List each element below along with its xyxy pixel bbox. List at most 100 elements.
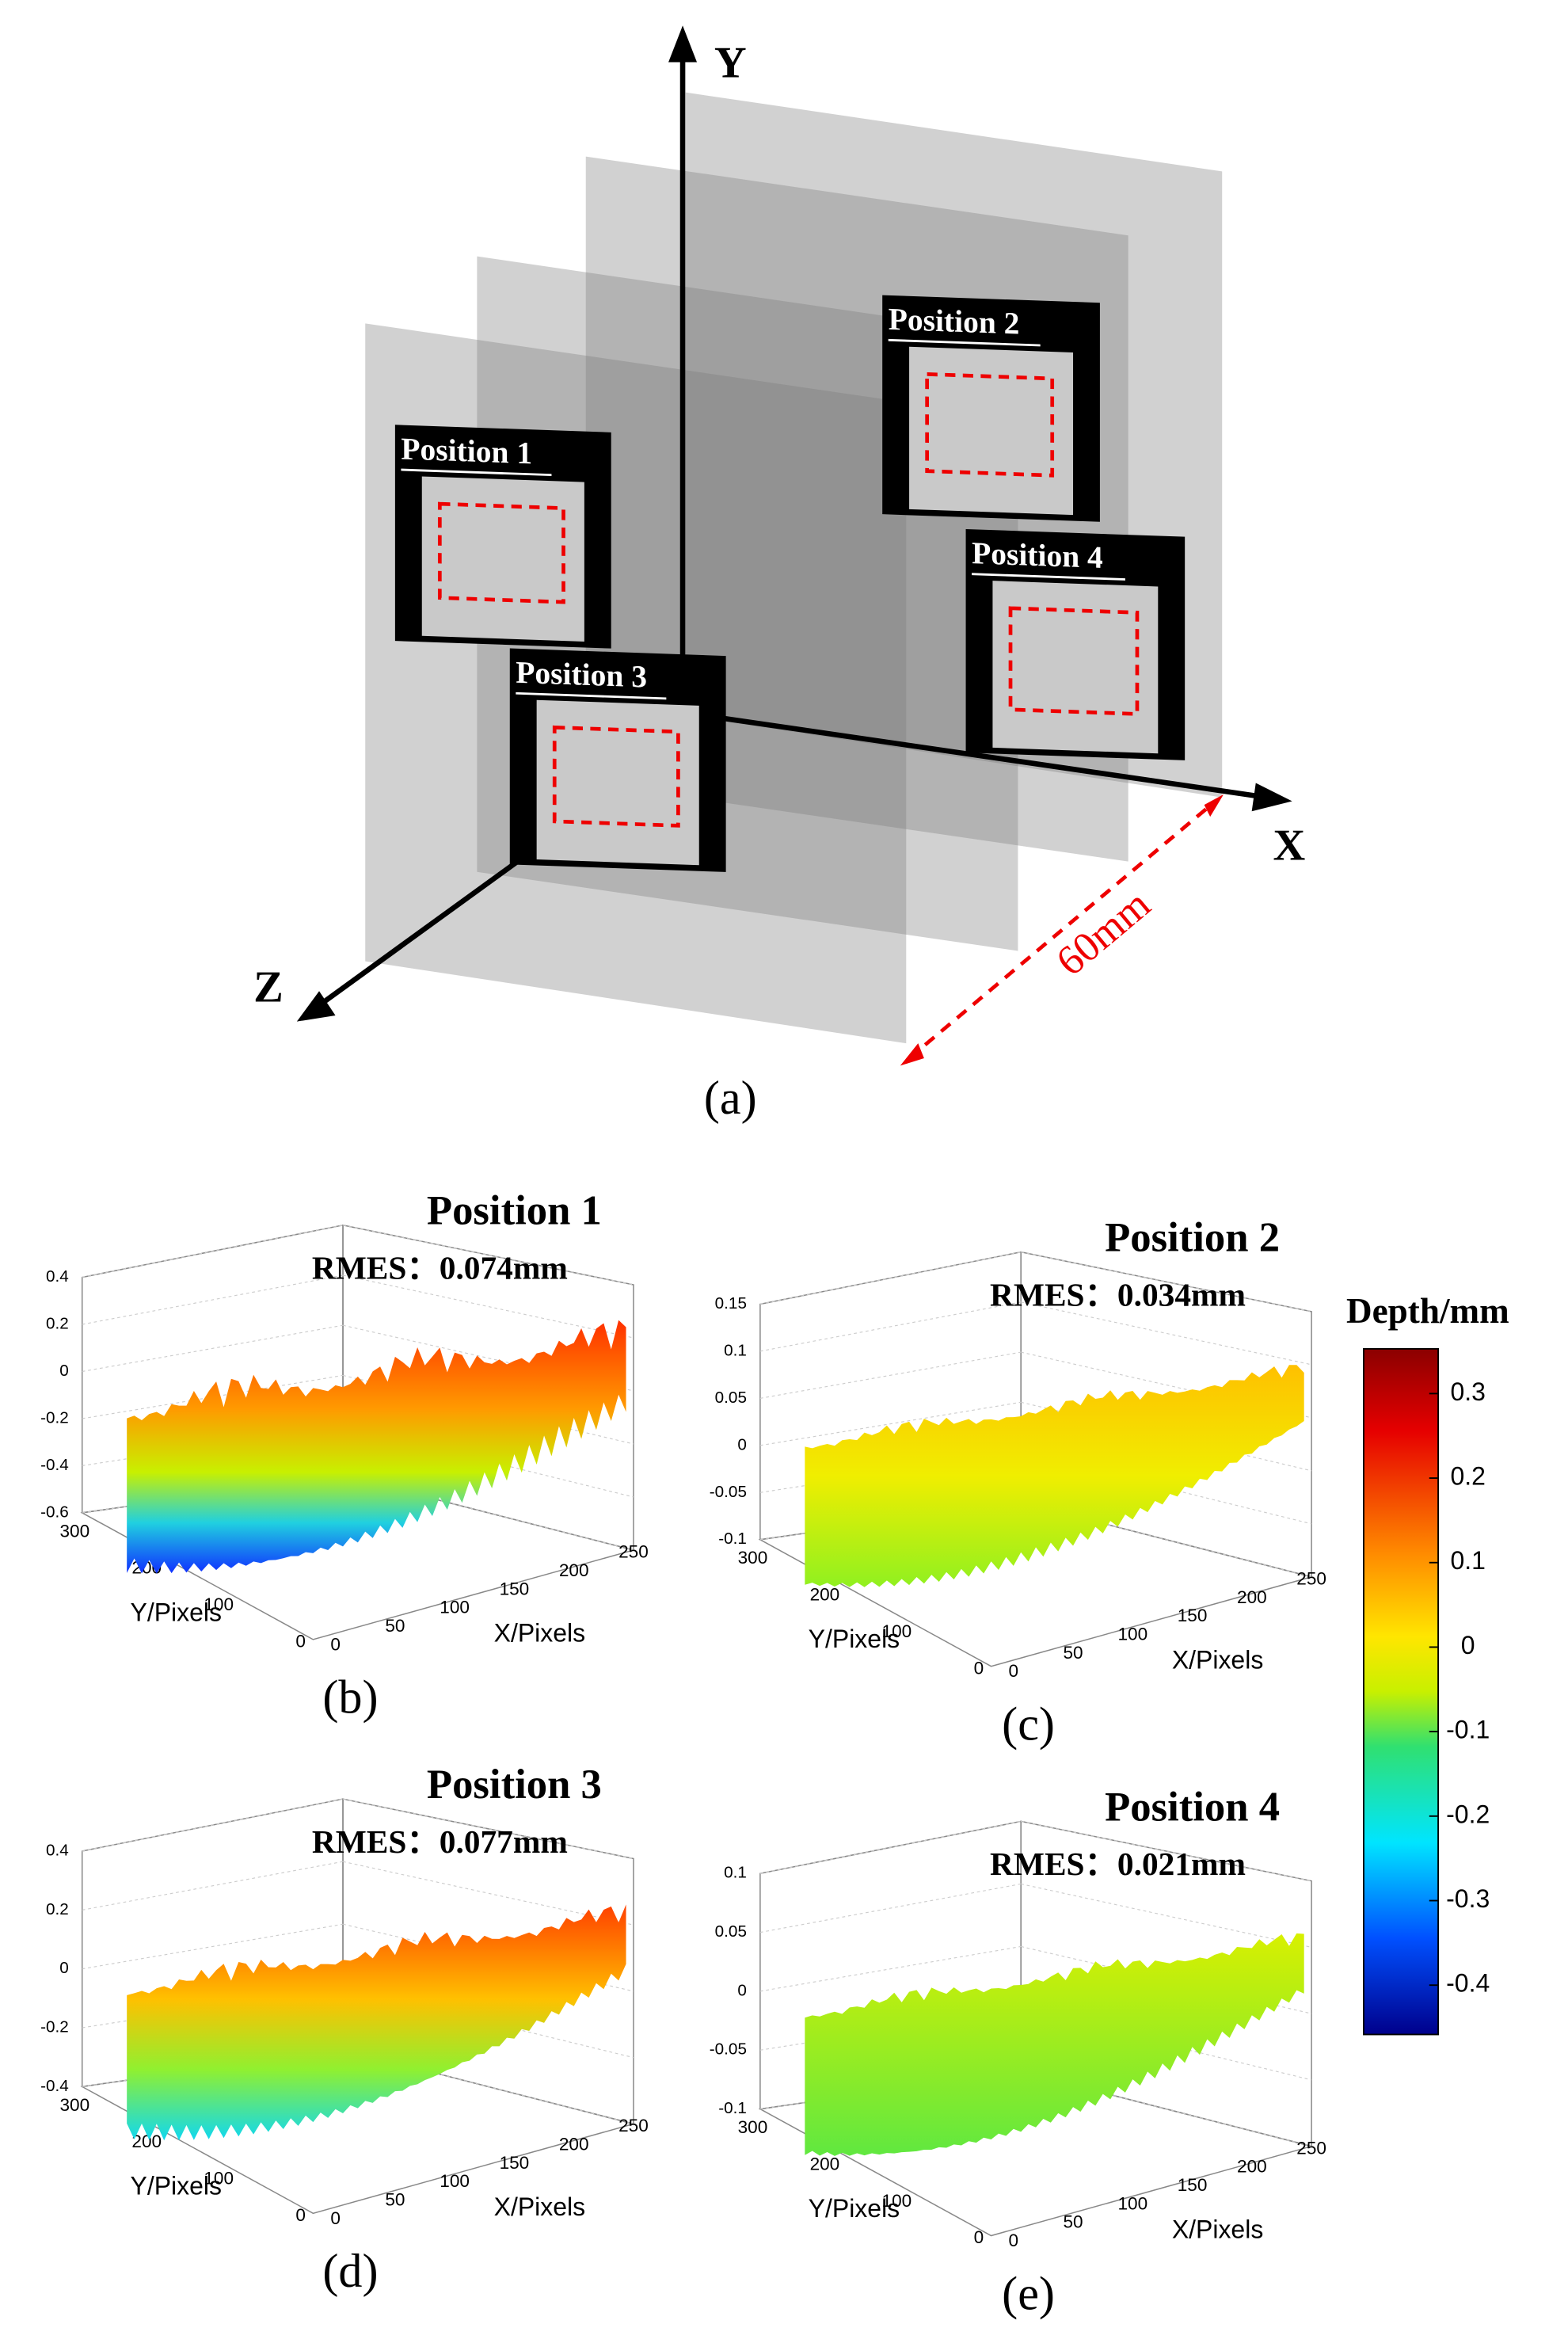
rmes-label: RMES：0.034mm [990,1276,1246,1312]
grid-line [759,1401,1022,1446]
x-tick-label: 150 [500,1579,530,1598]
y-tick-label: 100 [882,1621,912,1641]
axis-label: Z [253,962,284,1011]
x-tick-label: 150 [1178,2175,1208,2195]
x-tick-label: 250 [618,2116,649,2135]
x-tick-label: 200 [1237,1587,1267,1607]
grid-line [82,1923,344,1970]
position-label: Position 1 [401,431,532,471]
y-tick-label: 0 [974,1658,984,1678]
x-tick-label: 50 [385,2189,405,2209]
x-tick-label: 50 [1063,2212,1083,2232]
z-tick-label: -0.4 [40,1456,69,1474]
z-tick-label: 0.2 [46,1900,69,1918]
x-axis-label: X/Pixels [1172,2215,1263,2243]
z-tick-label: 0.2 [46,1315,69,1333]
y-tick-label: 200 [810,2154,840,2173]
grid-line [1021,1351,1312,1419]
z-tick-label: 0.1 [724,1341,747,1359]
grid-line [759,1945,1022,1992]
caption: (c) [1002,1698,1055,1751]
y-axis-label: Y/Pixels [809,1625,900,1653]
region [925,371,1055,478]
specimen [909,346,1074,516]
position-label: Position 4 [972,535,1103,575]
arrowhead [1251,783,1292,812]
y-axis-label: Y/Pixels [131,2172,222,2200]
y-tick-label: 0 [295,2205,306,2225]
grid-line [759,1820,1022,1874]
colorbar-tick-label: -0.4 [1446,1969,1490,1998]
specimen [536,699,699,866]
specimen [421,476,584,642]
grid-line [82,1225,344,1278]
z-tick-label: -0.1 [718,1530,747,1548]
y-tick-label: 300 [59,2095,89,2115]
grid-line [1021,1301,1312,1366]
grid-line [759,1883,1022,1933]
z-tick-label: 0.1 [724,1864,747,1882]
z-tick-label: -0.6 [40,1503,69,1521]
caption: (b) [322,1671,378,1724]
colorbar-tick-label: 0.2 [1450,1462,1485,1491]
z-tick-label: 0 [737,1981,747,1999]
grid-line [759,1351,1022,1399]
x-tick-label: 0 [1008,2231,1018,2250]
underline [401,468,552,477]
x-tick-label: 0 [330,2208,341,2228]
plot-title: Position 3 [427,1762,602,1808]
colorbar-tick-label: -0.1 [1446,1716,1490,1744]
rmes-label: RMES：0.074mm [312,1250,568,1286]
x-tick-label: 0 [330,1634,341,1654]
x-tick-label: 150 [500,2153,530,2173]
grid-line [342,1861,634,1926]
colorbar-tick-label: -0.3 [1446,1884,1490,1913]
grid-line [1021,1883,1312,1948]
underline [888,338,1041,347]
z-tick-label: 0.4 [46,1267,69,1286]
grid-line [342,1798,634,1860]
colorbar-scale [1363,1347,1439,2036]
z-tick-label: 0.4 [46,1842,69,1860]
grid-line [1021,1820,1312,1882]
axis-label: X [1273,821,1306,871]
y-tick-label: 100 [204,2169,234,2189]
y-axis-label: Y/Pixels [131,1598,222,1626]
y-tick-label: 0 [295,1632,306,1652]
z-tick-label: 0 [59,1959,69,1977]
x-tick-label: 100 [1117,2193,1147,2213]
arrowhead [1204,794,1224,817]
region [437,501,565,604]
y-tick-label: 200 [131,2132,162,2151]
surface [805,1365,1304,1587]
position-image: Position 2 [882,295,1100,522]
y-tick-label: 200 [810,1585,840,1605]
x-tick-label: 50 [385,1616,405,1636]
grid-line [1021,1252,1312,1312]
plot-title: Position 1 [427,1188,602,1234]
z-tick-label: 0 [737,1435,747,1453]
position-label: Position 3 [516,655,647,695]
x-tick-label: 200 [559,2134,589,2154]
colorbar-tick-label: 0 [1461,1631,1475,1659]
y-tick-label: 300 [738,2117,768,2137]
grid-line [759,1301,1022,1352]
x-tick-label: 50 [1063,1643,1083,1663]
colorbar-title: Depth/mm [1346,1291,1509,1331]
x-tick-label: 200 [1237,2157,1267,2177]
grid-line [82,1324,344,1373]
grid-line [759,1252,1022,1305]
y-tick-label: 300 [738,1548,768,1568]
z-tick-label: 0 [59,1362,69,1380]
position-label: Position 2 [889,302,1020,341]
x-tick-label: 100 [440,2171,470,2191]
grid-line [342,1225,634,1286]
arrowhead [900,1043,924,1066]
x-tick-label: 250 [618,1542,649,1562]
y-tick-label: 100 [882,2191,912,2211]
region [552,725,680,828]
colorbar-tick-label: -0.2 [1446,1800,1490,1828]
